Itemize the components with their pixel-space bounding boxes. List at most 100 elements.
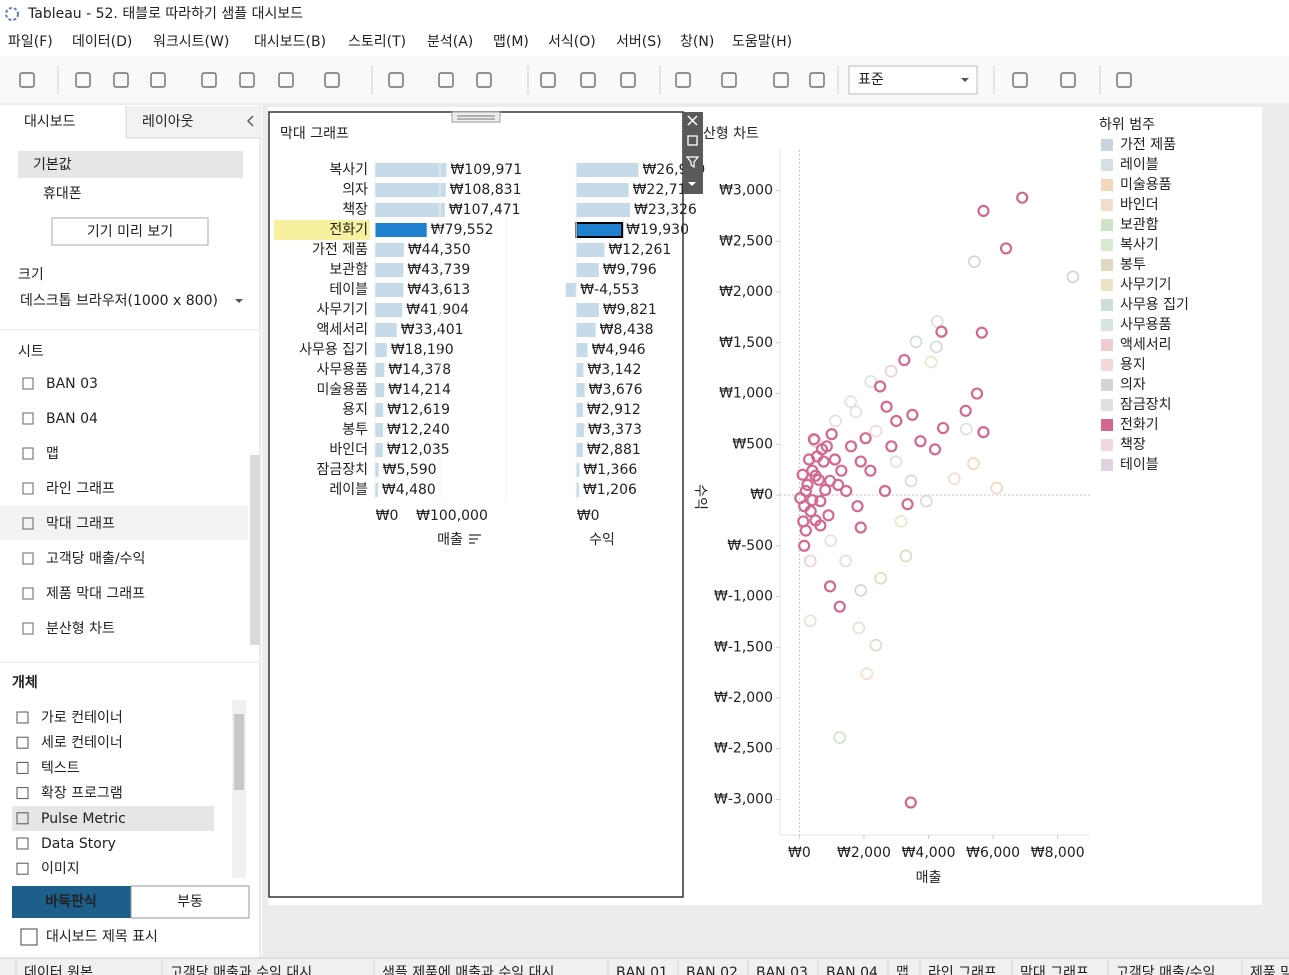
category-label[interactable]: 사무용 집기 bbox=[299, 342, 368, 358]
object-item[interactable]: 이미지 bbox=[41, 861, 80, 877]
bar[interactable] bbox=[375, 383, 385, 397]
bar[interactable] bbox=[576, 203, 631, 217]
object-item[interactable]: 세로 컨테이너 bbox=[41, 735, 123, 751]
legend-swatch[interactable] bbox=[1101, 319, 1113, 331]
bar[interactable] bbox=[576, 443, 583, 457]
fit-dropdown[interactable] bbox=[848, 65, 978, 95]
layout-button-label[interactable]: 바둑판식 bbox=[45, 894, 97, 910]
bar[interactable] bbox=[575, 222, 624, 238]
category-label[interactable]: 테이블 bbox=[329, 282, 368, 298]
legend-swatch[interactable] bbox=[1101, 359, 1113, 371]
bar[interactable] bbox=[375, 243, 404, 257]
bar[interactable] bbox=[576, 403, 583, 417]
sheet-tab[interactable]: 데이터 원본 bbox=[24, 965, 93, 975]
bar[interactable] bbox=[375, 483, 378, 497]
sheet-item[interactable]: BAN 03 bbox=[46, 376, 98, 392]
bar[interactable] bbox=[576, 323, 596, 337]
toolbar-button[interactable] bbox=[476, 72, 492, 88]
device-option[interactable]: 휴대폰 bbox=[43, 186, 82, 202]
bar[interactable] bbox=[375, 323, 397, 337]
menu-item[interactable]: 분석(A) bbox=[427, 34, 473, 50]
legend-label[interactable]: 액세서리 bbox=[1120, 337, 1172, 353]
legend-swatch[interactable] bbox=[1101, 199, 1113, 211]
bar[interactable] bbox=[375, 343, 387, 357]
toolbar-button[interactable] bbox=[773, 72, 789, 88]
sheet-item[interactable]: 맵 bbox=[46, 446, 59, 462]
menu-item[interactable]: 창(N) bbox=[680, 34, 714, 50]
sheet-tab[interactable]: 제품 막대 그래프 bbox=[1250, 965, 1289, 975]
object-item[interactable]: 가로 컨테이너 bbox=[41, 710, 123, 726]
sheet-tab[interactable]: 샘플 제품에 매출과 수익 대시 bbox=[382, 965, 554, 975]
bar[interactable] bbox=[576, 183, 629, 197]
sheet-item[interactable]: 제품 막대 그래프 bbox=[46, 586, 145, 602]
legend-swatch[interactable] bbox=[1101, 339, 1113, 351]
bar[interactable] bbox=[375, 363, 385, 377]
legend-swatch[interactable] bbox=[1101, 139, 1113, 151]
category-label[interactable]: 봉투 bbox=[342, 422, 368, 438]
legend-label[interactable]: 가전 제품 bbox=[1120, 137, 1176, 153]
legend-label[interactable]: 보관함 bbox=[1120, 217, 1159, 233]
size-value[interactable]: 데스크톱 브라우저(1000 x 800) bbox=[20, 293, 218, 309]
menu-item[interactable]: 서버(S) bbox=[616, 34, 662, 50]
bar[interactable] bbox=[375, 263, 404, 277]
category-label[interactable]: 바인더 bbox=[329, 442, 368, 458]
object-item[interactable]: 텍스트 bbox=[41, 760, 80, 776]
toolbar-button[interactable] bbox=[438, 72, 454, 88]
toolbar-button[interactable] bbox=[388, 72, 404, 88]
legend-swatch[interactable] bbox=[1101, 299, 1113, 311]
device-option[interactable]: 기본값 bbox=[33, 157, 72, 173]
preview-button[interactable] bbox=[51, 217, 209, 246]
menu-item[interactable]: 데이터(D) bbox=[72, 34, 132, 50]
category-label[interactable]: 전화기 bbox=[329, 222, 368, 238]
legend-label[interactable]: 복사기 bbox=[1120, 237, 1159, 253]
bar[interactable] bbox=[576, 343, 588, 357]
category-label[interactable]: 레이블 bbox=[329, 482, 368, 498]
category-label[interactable]: 가전 제품 bbox=[312, 242, 368, 258]
layout-button-label[interactable]: 부동 bbox=[177, 894, 203, 910]
bar[interactable] bbox=[576, 383, 585, 397]
toolbar-button[interactable] bbox=[809, 72, 825, 88]
object-item[interactable]: Pulse Metric bbox=[41, 811, 126, 827]
legend-label[interactable]: 잠금장치 bbox=[1120, 397, 1172, 413]
legend-swatch[interactable] bbox=[1101, 179, 1113, 191]
legend-label[interactable]: 사무기기 bbox=[1120, 277, 1172, 293]
sheet-tab[interactable]: BAN 03 bbox=[756, 965, 808, 975]
toolbar-button[interactable] bbox=[675, 72, 691, 88]
legend-swatch[interactable] bbox=[1101, 399, 1113, 411]
bar[interactable] bbox=[565, 283, 577, 297]
legend-label[interactable]: 책장 bbox=[1120, 437, 1146, 453]
category-label[interactable]: 책장 bbox=[342, 202, 368, 218]
menu-item[interactable]: 파일(F) bbox=[8, 34, 53, 50]
layout-button[interactable] bbox=[130, 885, 250, 919]
bar[interactable] bbox=[375, 443, 383, 457]
toolbar-button[interactable] bbox=[620, 72, 636, 88]
layout-button-active[interactable] bbox=[12, 886, 131, 918]
legend-swatch[interactable] bbox=[1101, 459, 1113, 471]
legend-swatch[interactable] bbox=[1101, 219, 1113, 231]
bar[interactable] bbox=[576, 163, 639, 177]
object-item[interactable]: 확장 프로그램 bbox=[41, 786, 123, 802]
category-label[interactable]: 액세서리 bbox=[316, 322, 368, 338]
bar[interactable] bbox=[576, 263, 599, 277]
menu-item[interactable]: 맵(M) bbox=[493, 34, 529, 50]
legend-swatch[interactable] bbox=[1101, 419, 1113, 431]
menu-item[interactable]: 도움말(H) bbox=[732, 34, 792, 50]
bar[interactable] bbox=[375, 463, 379, 477]
sheet-tab[interactable]: BAN 02 bbox=[686, 965, 738, 975]
bar[interactable] bbox=[576, 423, 584, 437]
bar[interactable] bbox=[375, 203, 445, 217]
legend-swatch[interactable] bbox=[1101, 379, 1113, 391]
sheet-item[interactable]: 라인 그래프 bbox=[46, 481, 115, 497]
sheet-item[interactable]: 분산형 차트 bbox=[46, 621, 115, 637]
toolbar-button[interactable] bbox=[19, 72, 35, 88]
toolbar-button[interactable] bbox=[324, 72, 340, 88]
legend-swatch[interactable] bbox=[1101, 159, 1113, 171]
sheet-tab[interactable]: 고객당 매출과 수익 대시 bbox=[170, 965, 312, 975]
bar[interactable] bbox=[375, 303, 403, 317]
category-label[interactable]: 미술용품 bbox=[316, 382, 368, 398]
category-label[interactable]: 의자 bbox=[342, 182, 368, 198]
toolbar-button[interactable] bbox=[540, 72, 556, 88]
menu-item[interactable]: 대시보드(B) bbox=[254, 34, 326, 50]
legend-swatch[interactable] bbox=[1101, 239, 1113, 251]
checkbox[interactable] bbox=[20, 928, 38, 946]
